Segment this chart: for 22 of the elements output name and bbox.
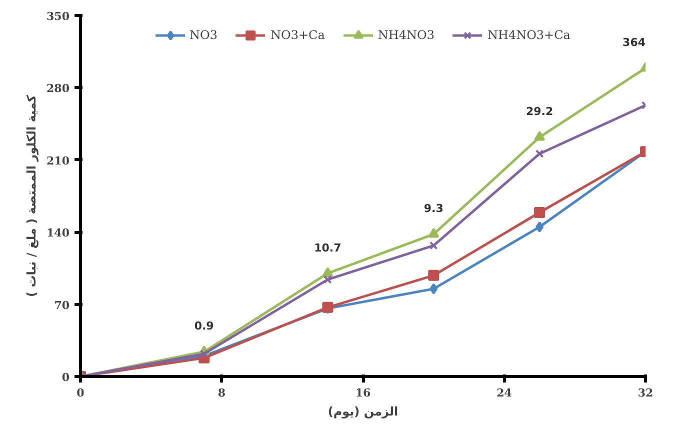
annotation: 364: [622, 36, 646, 50]
x-tick-label: 32: [638, 386, 654, 400]
legend-label: NH4NO3+Ca: [487, 28, 570, 42]
legend-label: NO3+Ca: [270, 28, 325, 42]
y-tick-label: 210: [46, 154, 70, 168]
x-tick-label: 16: [355, 386, 371, 400]
annotation: 10.7: [314, 241, 342, 254]
x-tick-label: 8: [218, 386, 226, 400]
y-tick-label: 280: [46, 82, 70, 96]
legend-label: NH4NO3: [378, 28, 434, 42]
x-tick-label: 24: [496, 386, 512, 400]
y-axis-title: كمية الكلور الممتصة ( ملغ / نبات ): [24, 95, 39, 297]
y-tick-label: 0: [62, 371, 70, 384]
y-tick-label: 350: [46, 10, 70, 23]
legend-label: NO3: [190, 28, 218, 42]
annotation: 29.2: [526, 105, 554, 118]
x-axis-title: الزمن (يوم): [328, 404, 398, 418]
y-tick-label: 140: [46, 226, 70, 240]
annotation: 0.9: [194, 320, 214, 333]
x-tick-label: 0: [76, 386, 85, 400]
annotation: 9.3: [424, 202, 444, 216]
y-tick-label: 70: [54, 298, 70, 312]
